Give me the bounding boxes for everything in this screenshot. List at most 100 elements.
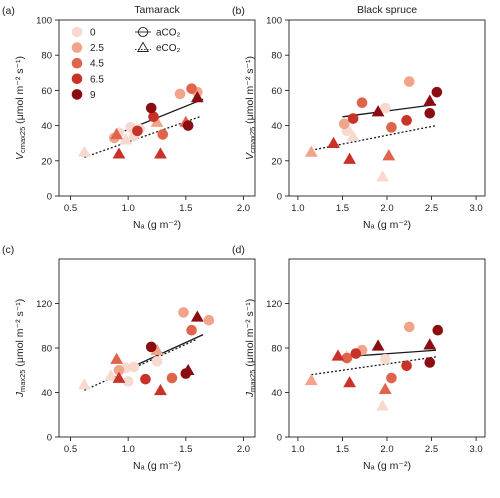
x-axis-label: Nₐ (g m⁻²) <box>363 460 411 472</box>
data-point-aco2 <box>338 118 350 130</box>
panel-d: 1.0 1.5 2.0 2.5 3.0 0 40 80 120 (d) Nₐ (g m⁻²) Jmax… <box>232 244 486 472</box>
data-point-aco2 <box>403 76 415 87</box>
x-axis-label: Nₐ (g m⁻²) <box>133 219 181 231</box>
data-point-aco2 <box>128 361 140 373</box>
y-tick-label: 20 <box>271 156 282 167</box>
legend-swatch <box>71 42 83 53</box>
x-tick-label: 0.5 <box>64 203 77 214</box>
legend-swatch <box>71 89 83 100</box>
data-point-eco2 <box>119 133 133 145</box>
x-tick-label: 3.0 <box>469 444 482 455</box>
y-axis-label: Vcmax25 (μmol m⁻² s⁻¹) <box>14 56 27 160</box>
data-point-eco2 <box>346 129 360 141</box>
y-axis-label: Jmax25 (μmol m⁻² s⁻¹) <box>14 299 27 399</box>
data-point-eco2 <box>376 399 389 411</box>
fit-line-eco2 <box>311 356 437 376</box>
panel-letter: (a) <box>2 5 15 17</box>
data-point-eco2 <box>423 338 437 350</box>
data-point-aco2 <box>151 356 163 367</box>
data-point-aco2 <box>178 307 189 318</box>
data-point-eco2 <box>150 115 164 127</box>
data-point-eco2 <box>376 170 389 182</box>
data-point-eco2 <box>371 105 385 117</box>
data-point-eco2 <box>190 310 204 322</box>
y-tick-label: 60 <box>41 86 52 97</box>
x-tick-label: 2.0 <box>380 444 393 455</box>
x-tick-label: 2.5 <box>425 444 438 455</box>
data-point-aco2 <box>140 373 151 385</box>
x-tick-label: 2.5 <box>425 203 438 214</box>
data-point-aco2 <box>341 352 353 364</box>
x-tick-label: 0.5 <box>64 444 77 455</box>
fit-line-eco2 <box>84 338 198 391</box>
x-tick-label: 1.5 <box>179 203 192 214</box>
data-point-eco2 <box>110 352 124 364</box>
plot-frame <box>58 19 256 197</box>
data-point-eco2 <box>104 369 118 381</box>
data-point-aco2 <box>431 86 443 98</box>
y-tick-label: 80 <box>41 344 52 355</box>
data-point-eco2 <box>181 363 195 376</box>
data-point-eco2 <box>423 94 437 106</box>
data-point-aco2 <box>186 83 197 94</box>
x-tick-label: 2.0 <box>237 444 250 455</box>
panel-letter: (d) <box>232 244 245 256</box>
panel-letter: (b) <box>232 5 245 17</box>
y-tick-label: 40 <box>271 388 282 399</box>
y-tick-label: 120 <box>36 299 52 310</box>
legend-label: eCO₂ <box>156 43 181 54</box>
y-tick-label: 120 <box>266 299 282 310</box>
data-point-aco2 <box>122 376 134 387</box>
legend-swatch <box>71 57 83 69</box>
data-point-aco2 <box>113 364 125 376</box>
y-tick-label: 0 <box>47 433 52 444</box>
data-point-eco2 <box>331 349 345 361</box>
data-point-aco2 <box>350 348 362 359</box>
data-point-aco2 <box>386 122 397 133</box>
x-tick-label: 1.0 <box>291 203 304 214</box>
x-tick-label: 1.5 <box>336 203 349 214</box>
legend-swatch <box>71 26 83 38</box>
data-point-eco2 <box>112 371 126 383</box>
data-point-aco2 <box>401 115 412 126</box>
data-point-aco2 <box>145 102 157 114</box>
x-tick-label: 1.0 <box>122 444 135 455</box>
data-point-aco2 <box>166 372 178 384</box>
data-point-aco2 <box>356 97 368 109</box>
data-point-aco2 <box>148 111 159 123</box>
y-tick-label: 60 <box>271 86 282 97</box>
y-tick-label: 20 <box>41 156 52 167</box>
legend-label: 0 <box>90 28 96 39</box>
legend-label: 9 <box>90 90 96 101</box>
data-point-aco2 <box>432 324 444 336</box>
y-tick-label: 100 <box>36 16 52 27</box>
x-tick-label: 1.0 <box>291 444 304 455</box>
data-point-aco2 <box>182 120 194 131</box>
x-tick-label: 2.0 <box>237 203 250 214</box>
x-axis-label: Nₐ (g m⁻²) <box>133 460 181 472</box>
data-point-eco2 <box>77 378 91 390</box>
x-tick-label: 2.0 <box>380 203 393 214</box>
data-point-eco2 <box>343 376 356 388</box>
data-point-aco2 <box>157 129 169 140</box>
x-tick-label: 1.0 <box>122 203 135 214</box>
x-tick-label: 1.5 <box>179 444 192 455</box>
y-tick-label: 40 <box>41 121 52 132</box>
y-tick-label: 40 <box>41 388 52 399</box>
data-point-aco2 <box>347 113 359 124</box>
legend-label: 4.5 <box>90 59 104 70</box>
data-point-eco2 <box>327 136 340 148</box>
y-tick-label: 80 <box>41 51 52 62</box>
data-point-aco2 <box>401 360 412 372</box>
x-tick-label: 1.5 <box>336 444 349 455</box>
data-point-eco2 <box>112 147 126 159</box>
data-point-eco2 <box>382 149 396 161</box>
x-tick-label: 3.0 <box>469 203 482 214</box>
y-axis-label: Vcmax25 (μmol m⁻² s⁻¹) <box>244 56 257 160</box>
data-point-eco2 <box>343 152 356 164</box>
y-tick-label: 0 <box>277 433 282 444</box>
data-point-aco2 <box>379 102 391 114</box>
data-point-aco2 <box>424 107 436 119</box>
y-axis-label: Jmax25 (μmol m⁻² s⁻¹) <box>244 299 257 399</box>
